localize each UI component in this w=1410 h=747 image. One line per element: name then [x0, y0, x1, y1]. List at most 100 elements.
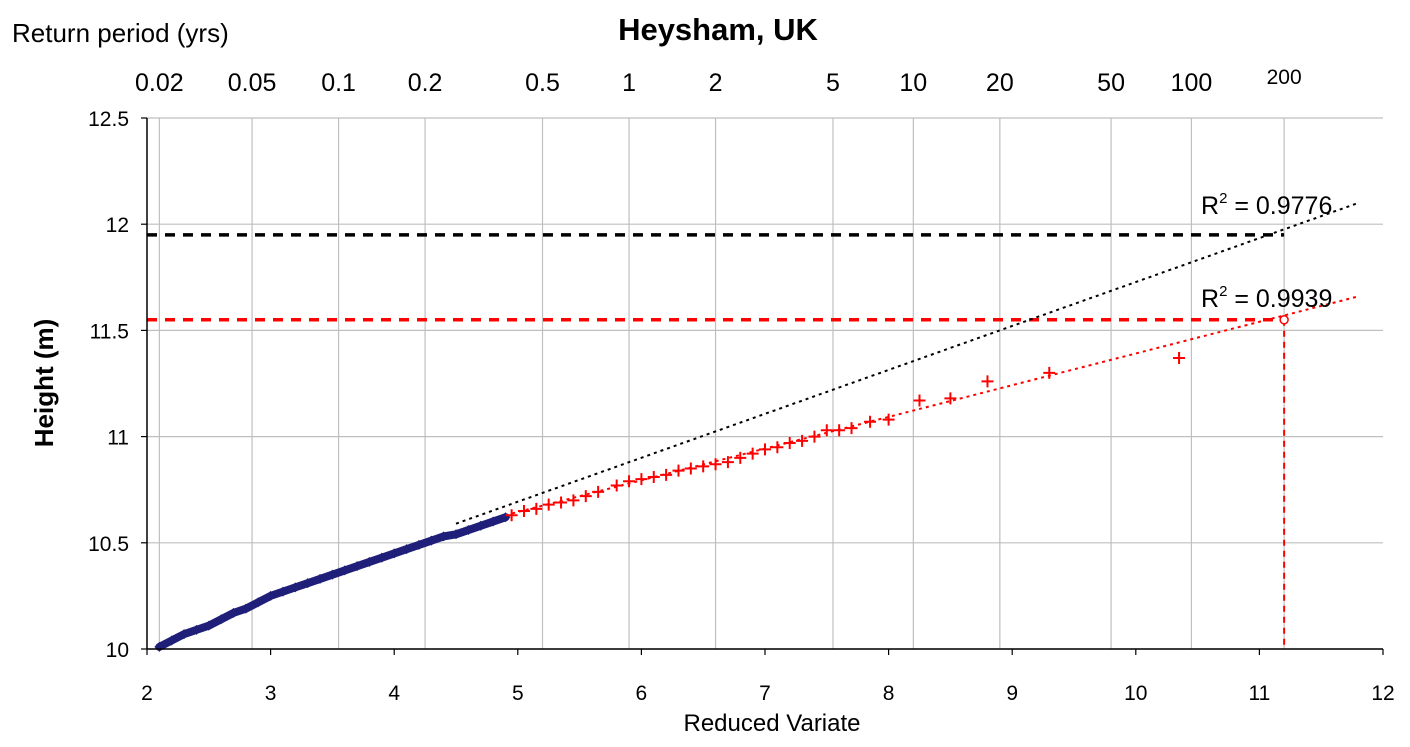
- data-point: [796, 434, 809, 447]
- x-tick-label: 11: [1248, 682, 1270, 705]
- data-point: [179, 629, 190, 640]
- r-squared-sup: 2: [1219, 283, 1227, 300]
- data-point: [734, 451, 747, 464]
- data-point: [845, 422, 858, 435]
- data-point: [191, 624, 202, 635]
- y-tick-label: 12.5: [88, 108, 129, 131]
- data-point: [746, 447, 759, 460]
- data-point: [635, 473, 648, 486]
- data-point: [579, 490, 592, 503]
- data-point: [542, 498, 555, 511]
- r-squared-label: R2 = 0.9776: [1201, 190, 1332, 220]
- data-point: [647, 470, 660, 483]
- data-point: [833, 424, 846, 437]
- x-tick-label: 4: [388, 682, 400, 705]
- y-tick-label: 10.5: [88, 533, 129, 556]
- data-point: [709, 458, 722, 471]
- data-point: [820, 424, 833, 437]
- data-point: [771, 441, 784, 454]
- data-point: [697, 460, 710, 473]
- data-point: [277, 586, 288, 597]
- data-point: [339, 565, 350, 576]
- return-period-tick-label: 20: [986, 69, 1014, 97]
- trendline: [455, 202, 1359, 525]
- data-point: [505, 509, 518, 522]
- r-squared-base: R: [1201, 192, 1219, 220]
- r-squared-label: R2 = 0.9939: [1201, 283, 1332, 313]
- data-point: [808, 430, 821, 443]
- r-squared-value: = 0.9776: [1227, 192, 1332, 220]
- return-period-tick-label: 50: [1097, 69, 1125, 97]
- return-period-tick-label: 0.02: [135, 69, 184, 97]
- data-point: [240, 603, 251, 614]
- y-tick-label: 12: [106, 214, 129, 237]
- data-point: [1043, 366, 1056, 379]
- labels: Heysham, UK Return period (yrs) Reduced …: [12, 12, 861, 737]
- reference-lines: [147, 233, 1286, 649]
- trendlines: [455, 202, 1359, 525]
- data-point: [660, 468, 673, 481]
- data-point: [401, 544, 412, 555]
- data-point: [451, 529, 461, 540]
- x-tick-label: 9: [1006, 682, 1018, 705]
- x-tick-label: 2: [141, 682, 153, 705]
- data-point: [555, 496, 568, 509]
- data-point: [913, 394, 926, 407]
- data-point: [352, 561, 363, 572]
- return-period-label: Return period (yrs): [12, 18, 229, 48]
- data-point: [389, 548, 400, 559]
- axes: 10 10.5 11 11.5 12 12.5 2 3 4 5 6 7 8 9 10 11 12: [88, 108, 1395, 705]
- r-squared-sup: 2: [1219, 190, 1227, 207]
- data-point: [265, 590, 276, 601]
- data-point: [567, 494, 580, 507]
- data-point: [759, 443, 771, 456]
- data-point: [530, 502, 543, 515]
- data-point: [864, 415, 877, 428]
- data-point: [376, 552, 387, 563]
- y-axis-label: Height (m): [29, 319, 59, 448]
- return-period-tick-label: 1: [622, 69, 636, 97]
- x-tick-label: 7: [759, 682, 771, 705]
- data-point: [981, 375, 994, 388]
- return-period-tick-label: 10: [899, 69, 927, 97]
- data-point: [1173, 352, 1186, 365]
- data-point: [216, 614, 227, 625]
- data-point: [592, 485, 605, 498]
- data-point: [684, 462, 697, 475]
- data-point: [783, 436, 796, 449]
- x-tick-label: 6: [636, 682, 648, 705]
- data-point: [672, 464, 685, 477]
- data-point: [426, 535, 437, 546]
- return-period-tick-label: 0.5: [525, 69, 560, 97]
- return-period-tick-label: 0.2: [408, 69, 443, 97]
- x-tick-label: 8: [883, 682, 895, 705]
- data-point: [488, 516, 499, 527]
- data-point: [721, 456, 734, 469]
- data-point: [253, 597, 264, 608]
- x-tick-label: 12: [1371, 682, 1394, 705]
- data-point: [475, 520, 486, 531]
- data-point: [364, 556, 375, 567]
- x-axis-label: Reduced Variate: [684, 710, 861, 737]
- r-squared-value: = 0.9939: [1227, 285, 1332, 313]
- return-period-tick-label: 100: [1171, 69, 1213, 97]
- data-point: [438, 531, 449, 542]
- data-points: [154, 315, 1289, 652]
- data-point: [327, 569, 338, 580]
- return-level-marker: [1279, 315, 1289, 325]
- return-period-tick-label: 0.05: [228, 69, 277, 97]
- return-period-tick-label: 200: [1267, 66, 1302, 89]
- data-point: [517, 504, 530, 517]
- return-period-tick-label: 2: [709, 69, 723, 97]
- y-tick-label: 11: [107, 427, 129, 450]
- data-point: [463, 525, 474, 536]
- data-point: [203, 620, 214, 631]
- r-squared-base: R: [1201, 285, 1219, 313]
- y-tick-label: 10: [106, 639, 129, 662]
- x-tick-label: 5: [512, 682, 524, 705]
- x-tick-label: 3: [265, 682, 277, 705]
- chart-title: Heysham, UK: [618, 12, 818, 47]
- y-tick-label: 11.5: [90, 320, 129, 343]
- data-point: [290, 582, 301, 593]
